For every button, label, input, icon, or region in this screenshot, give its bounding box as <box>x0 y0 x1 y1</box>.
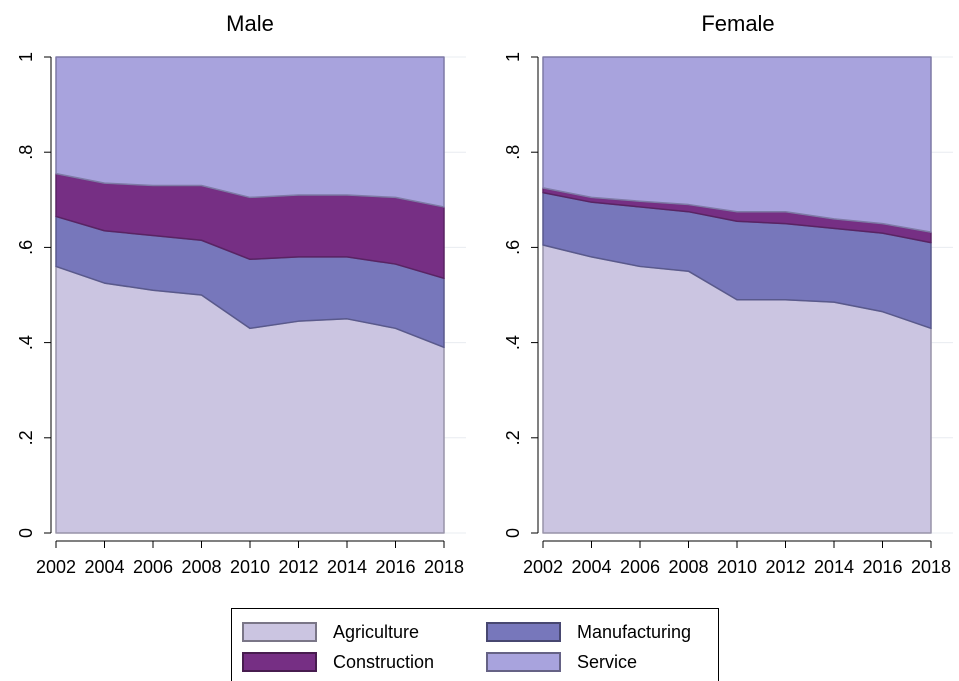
x-tick-label-male-0: 2002 <box>36 557 76 577</box>
panel-title-male: Male <box>226 11 274 36</box>
y-tick-label-female-2: .4 <box>503 335 523 350</box>
legend-swatch-manufacturing <box>486 622 561 642</box>
legend-swatch-agriculture <box>242 622 317 642</box>
area-male-service <box>55 56 445 208</box>
panel-female: Female 0 .2 .4 .6 .8 1 2002 2004 2006 2008 2010 2012… <box>503 11 953 577</box>
x-tick-label-male-1: 2004 <box>84 557 124 577</box>
y-tick-label-male-0: 0 <box>16 528 36 538</box>
y-tick-label-female-4: .8 <box>503 145 523 160</box>
x-tick-label-male-7: 2016 <box>375 557 415 577</box>
legend-label-manufacturing: Manufacturing <box>577 621 692 642</box>
legend-label-service: Service <box>577 651 638 672</box>
y-tick-label-female-3: .6 <box>503 240 523 255</box>
legend-swatch-construction <box>242 652 317 672</box>
x-tick-label-male-4: 2010 <box>230 557 270 577</box>
panel-title-female: Female <box>701 11 774 36</box>
legend-item-agriculture: Agriculture <box>242 621 419 643</box>
x-tick-label-male-6: 2014 <box>327 557 367 577</box>
legend-item-manufacturing: Manufacturing <box>486 621 691 643</box>
x-tick-label-female-8: 2018 <box>911 557 951 577</box>
x-tick-label-male-3: 2008 <box>181 557 221 577</box>
x-tick-label-female-2: 2006 <box>620 557 660 577</box>
x-tick-label-female-5: 2012 <box>765 557 805 577</box>
x-tick-label-male-8: 2018 <box>424 557 464 577</box>
x-tick-label-female-7: 2016 <box>862 557 902 577</box>
legend: Agriculture Manufacturing Construction S… <box>231 608 719 681</box>
y-tick-label-male-1: .2 <box>16 430 36 445</box>
legend-label-agriculture: Agriculture <box>333 621 420 642</box>
y-tick-label-male-2: .4 <box>16 335 36 350</box>
x-tick-label-female-0: 2002 <box>523 557 563 577</box>
x-tick-label-male-2: 2006 <box>133 557 173 577</box>
y-tick-label-female-0: 0 <box>503 528 523 538</box>
legend-item-service: Service <box>486 651 637 673</box>
x-tick-label-female-1: 2004 <box>571 557 611 577</box>
x-tick-label-female-3: 2008 <box>668 557 708 577</box>
x-tick-label-female-6: 2014 <box>814 557 854 577</box>
panel-male: Male 0 .2 .4 .6 .8 1 2002 2004 2006 2008 2010 2012 20… <box>16 11 466 577</box>
chart-canvas: Male 0 .2 .4 .6 .8 1 2002 2004 2006 2008 2010 2012 20… <box>16 11 953 577</box>
x-tick-label-male-5: 2012 <box>278 557 318 577</box>
y-tick-label-female-1: .2 <box>503 430 523 445</box>
y-tick-label-male-3: .6 <box>16 240 36 255</box>
y-tick-label-male-4: .8 <box>16 145 36 160</box>
legend-label-construction: Construction <box>333 651 435 672</box>
x-tick-label-female-4: 2010 <box>717 557 757 577</box>
y-tick-label-male-5: 1 <box>16 52 36 62</box>
legend-item-construction: Construction <box>242 651 434 673</box>
legend-swatch-service <box>486 652 561 672</box>
area-female-service <box>542 56 932 233</box>
y-tick-label-female-5: 1 <box>503 52 523 62</box>
